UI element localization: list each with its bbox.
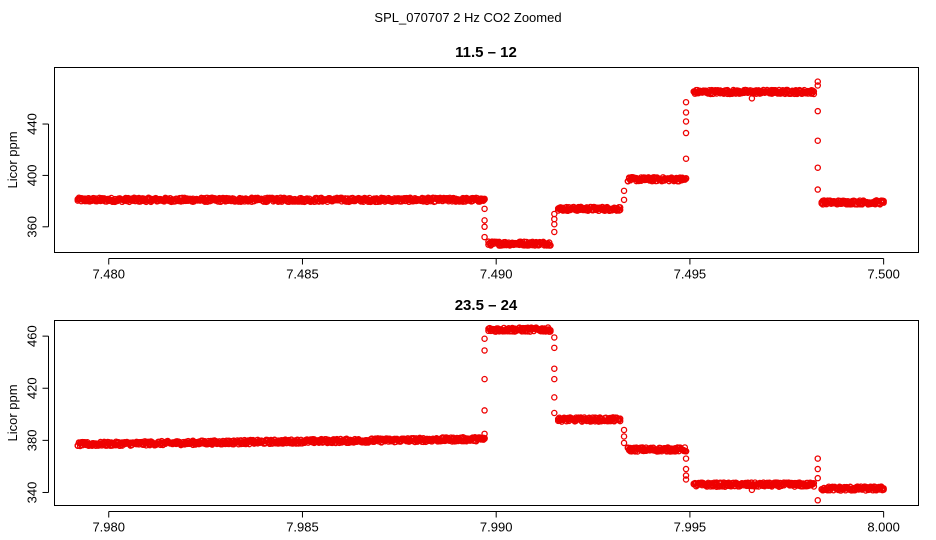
panel-2-point xyxy=(620,426,628,434)
panel-1-point xyxy=(682,98,690,106)
panel-1-point xyxy=(616,204,624,211)
panel-2-title: 23.5 – 24 xyxy=(455,297,518,314)
panel-1-point xyxy=(810,88,818,95)
panel-1-point xyxy=(481,217,488,224)
panel-2-point xyxy=(620,433,628,440)
panel-2-point xyxy=(481,407,488,414)
panel-2-y-axis: 340 380 420 460 xyxy=(25,325,49,503)
panel-2-x-tick-label: 7.985 xyxy=(286,520,319,535)
panel-1-plot-box xyxy=(54,67,919,253)
panel-2-x-tick-label: 7.995 xyxy=(674,520,707,535)
panel-2-x-tick-label: 8.000 xyxy=(867,520,900,535)
panel-1-point xyxy=(748,95,756,102)
panel-1-x-tick-label: 7.485 xyxy=(286,267,319,282)
panel-2-y-tick-label: 420 xyxy=(25,377,40,399)
panel-1-point xyxy=(481,196,488,203)
panel-1-point xyxy=(810,90,818,98)
panel-1-point xyxy=(547,242,554,249)
panel-2-point xyxy=(481,347,488,354)
panel-2-point xyxy=(620,439,628,447)
panel-2-y-tick-label: 340 xyxy=(25,482,40,504)
panel-1-y-tick-label: 400 xyxy=(25,165,40,187)
panel-1-point xyxy=(681,176,689,183)
panel-2-y-tick-label: 460 xyxy=(25,325,40,347)
panel-1-point xyxy=(551,215,558,223)
panel-2-y-label: Licor ppm xyxy=(5,384,20,441)
panel-2-point xyxy=(814,455,822,462)
panel-1-point xyxy=(551,228,558,236)
panel-2-point xyxy=(682,448,690,455)
panel-2: 23.5 – 24 7.980 7.985 7.990 7.995 8.000 3403… xyxy=(5,297,919,535)
panel-1-point xyxy=(880,199,887,206)
panel-1-x-tick-label: 7.480 xyxy=(92,267,125,282)
panel-1-y-axis: 360 400 440 xyxy=(25,113,49,238)
panel-1-point xyxy=(682,155,690,162)
panel-1-x-axis: 7.480 7.485 7.490 7.495 7.500 xyxy=(92,258,900,282)
panel-2-y-tick-label: 380 xyxy=(25,430,40,452)
panel-1-point xyxy=(682,118,690,125)
panel-2-point xyxy=(682,465,690,473)
panel-2-point xyxy=(551,365,558,372)
panel-2-point xyxy=(814,465,822,473)
panel-2-point xyxy=(481,335,488,342)
panel-1-point xyxy=(551,210,558,218)
panel-1-title: 11.5 – 12 xyxy=(455,44,517,61)
panel-1-point xyxy=(620,196,628,204)
figure-title: SPL_070707 2 Hz CO2 Zoomed xyxy=(374,10,561,25)
panel-1-point xyxy=(814,186,822,193)
panel-2-point xyxy=(547,326,554,334)
panel-2-point xyxy=(481,430,488,438)
panel-2-x-tick-label: 7.990 xyxy=(480,520,513,535)
panel-2-x-axis: 7.980 7.985 7.990 7.995 8.000 xyxy=(92,511,900,535)
panel-2-points xyxy=(74,324,887,504)
panel-1-point xyxy=(814,82,822,89)
panel-2-point xyxy=(682,455,690,462)
panel-2-point xyxy=(551,344,558,352)
panel-1-y-label: Licor ppm xyxy=(5,131,20,188)
panel-1-point xyxy=(809,89,816,96)
panel-2-point xyxy=(748,486,756,494)
panel-1: 11.5 – 12 7.480 7.485 7.490 7.495 7.500 360 4… xyxy=(5,44,919,282)
panel-1-points xyxy=(74,78,887,249)
panel-2-point xyxy=(880,485,887,492)
panel-1-point xyxy=(814,137,822,144)
panel-1-point xyxy=(481,205,488,213)
panel-2-point xyxy=(551,409,558,417)
panel-1-point xyxy=(814,107,822,115)
panel-1-point xyxy=(620,187,628,195)
panel-1-point xyxy=(814,78,822,85)
panel-1-x-tick-label: 7.495 xyxy=(674,267,707,282)
panel-2-point xyxy=(681,444,689,451)
panel-1-y-tick-label: 360 xyxy=(25,216,40,238)
panel-1-point xyxy=(682,129,690,137)
panel-1-point xyxy=(551,220,558,228)
panel-1-point xyxy=(481,233,488,241)
panel-2-point xyxy=(551,394,558,401)
panel-1-x-tick-label: 7.490 xyxy=(480,267,513,282)
panel-2-point xyxy=(616,415,624,422)
panel-1-x-tick-label: 7.500 xyxy=(867,267,900,282)
panel-2-point xyxy=(481,375,488,383)
panel-2-x-tick-label: 7.980 xyxy=(92,520,125,535)
panel-2-point xyxy=(810,483,818,490)
panel-2-point xyxy=(551,334,558,341)
panel-1-point xyxy=(682,109,690,116)
panel-1-y-tick-label: 440 xyxy=(25,113,40,135)
panel-2-point xyxy=(810,479,818,487)
panel-2-point xyxy=(814,497,822,504)
panel-1-point xyxy=(481,223,488,231)
panel-2-point xyxy=(551,375,558,383)
panel-2-point xyxy=(814,474,822,482)
panel-2-plot-box xyxy=(54,320,919,506)
panel-1-point xyxy=(814,164,822,171)
panel-1-point xyxy=(682,174,690,182)
panel-1-point xyxy=(616,206,624,214)
panel-2-point xyxy=(682,472,690,479)
panel-2-point xyxy=(682,476,690,483)
panel-2-point xyxy=(616,417,624,425)
